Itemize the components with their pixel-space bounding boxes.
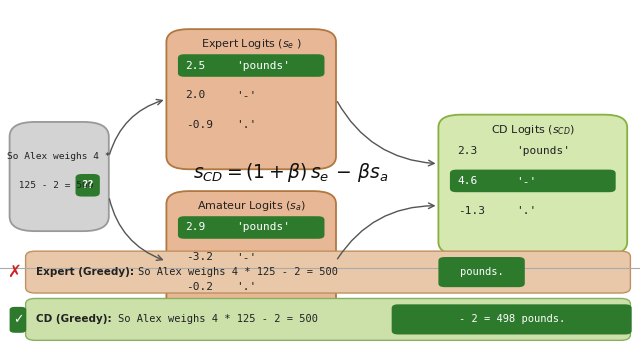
Text: '-': '-' xyxy=(237,90,257,100)
Text: -0.2: -0.2 xyxy=(186,282,212,292)
Text: ??: ?? xyxy=(81,180,94,190)
Text: '.': '.' xyxy=(516,206,536,216)
Text: -0.9: -0.9 xyxy=(186,120,212,130)
Text: 2.0: 2.0 xyxy=(186,90,206,100)
FancyBboxPatch shape xyxy=(178,54,324,77)
Text: 'pounds': 'pounds' xyxy=(516,146,570,156)
Text: -3.2: -3.2 xyxy=(186,252,212,262)
Text: CD Logits ($s_{CD}$): CD Logits ($s_{CD}$) xyxy=(491,123,575,137)
Text: ✗: ✗ xyxy=(7,263,21,281)
Text: 'pounds': 'pounds' xyxy=(237,60,291,71)
FancyBboxPatch shape xyxy=(392,304,632,335)
Text: So Alex weighs 4 *: So Alex weighs 4 * xyxy=(8,153,111,161)
Text: $s_{CD} = (1+\beta)\, s_e\, -\, \beta s_a$: $s_{CD} = (1+\beta)\, s_e\, -\, \beta s_… xyxy=(193,161,389,185)
Text: So Alex weighs 4 * 125 - 2 = 500: So Alex weighs 4 * 125 - 2 = 500 xyxy=(138,267,338,277)
FancyBboxPatch shape xyxy=(10,122,109,231)
FancyBboxPatch shape xyxy=(26,298,630,340)
Text: ✓: ✓ xyxy=(13,313,23,326)
Text: '-': '-' xyxy=(516,176,536,186)
Text: '.': '.' xyxy=(237,120,257,130)
Text: pounds.: pounds. xyxy=(460,267,504,277)
Text: Amateur Logits ($s_a$): Amateur Logits ($s_a$) xyxy=(196,199,306,213)
Text: 125 - 2 = 500: 125 - 2 = 500 xyxy=(13,181,93,190)
FancyBboxPatch shape xyxy=(450,170,616,192)
Text: - 2 = 498 pounds.: - 2 = 498 pounds. xyxy=(458,314,565,324)
Text: 2.5: 2.5 xyxy=(186,60,206,71)
FancyBboxPatch shape xyxy=(438,257,525,287)
Text: So Alex weighs 4 * 125 - 2 = 500: So Alex weighs 4 * 125 - 2 = 500 xyxy=(118,314,319,324)
FancyBboxPatch shape xyxy=(166,29,336,169)
Text: CD (Greedy):: CD (Greedy): xyxy=(36,314,112,324)
Text: 4.6: 4.6 xyxy=(458,176,478,186)
FancyBboxPatch shape xyxy=(76,174,100,197)
Text: '-': '-' xyxy=(237,252,257,262)
FancyBboxPatch shape xyxy=(166,191,336,331)
Text: Expert (Greedy):: Expert (Greedy): xyxy=(36,267,134,277)
FancyBboxPatch shape xyxy=(178,216,324,239)
Text: 'pounds': 'pounds' xyxy=(237,222,291,233)
Text: '.': '.' xyxy=(237,282,257,292)
Text: 2.3: 2.3 xyxy=(458,146,478,156)
Text: -1.3: -1.3 xyxy=(458,206,484,216)
FancyBboxPatch shape xyxy=(438,115,627,255)
FancyBboxPatch shape xyxy=(10,307,26,333)
Text: Expert Logits ($s_e$ ): Expert Logits ($s_e$ ) xyxy=(201,37,301,51)
Text: 2.9: 2.9 xyxy=(186,222,206,233)
FancyBboxPatch shape xyxy=(26,251,630,293)
